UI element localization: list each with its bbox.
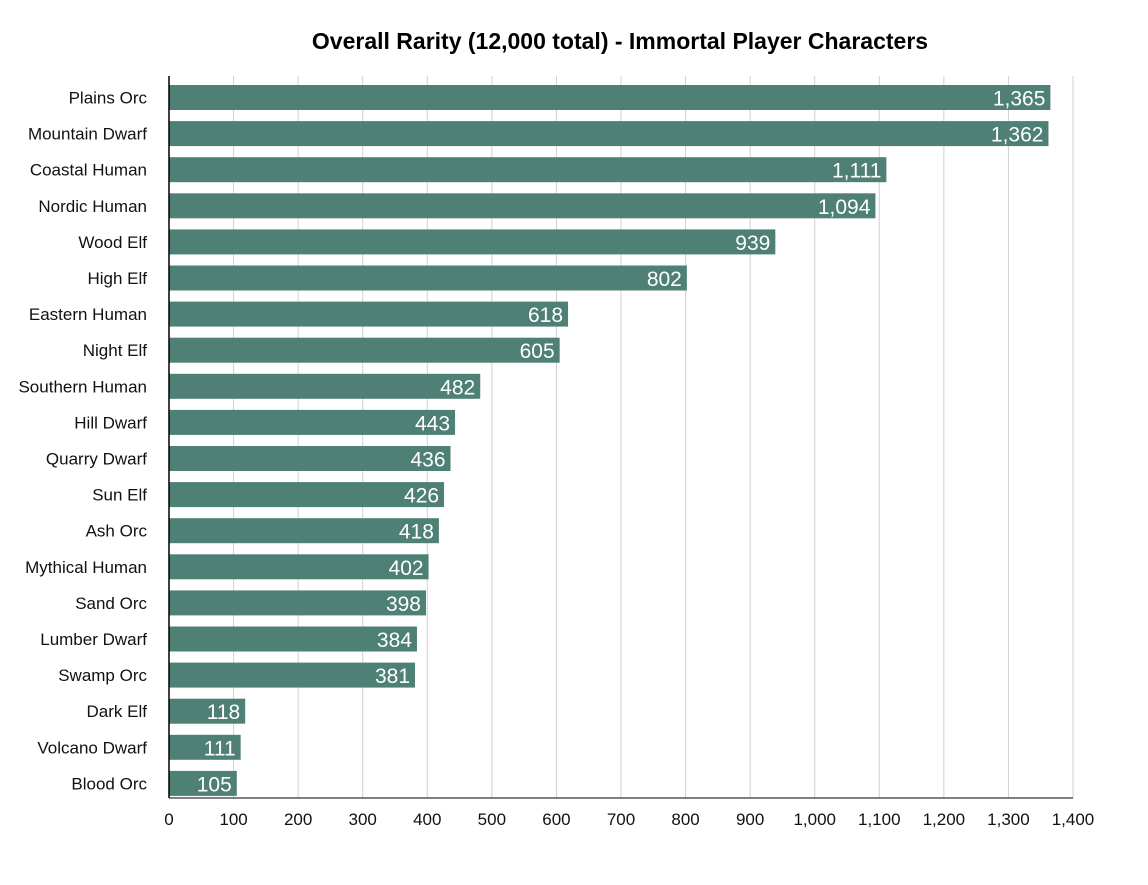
x-tick-label: 1,000 bbox=[793, 810, 836, 829]
category-label: Sand Orc bbox=[75, 594, 147, 613]
bar bbox=[169, 626, 417, 652]
category-label: Mountain Dwarf bbox=[28, 125, 147, 144]
bar bbox=[169, 373, 481, 399]
chart-title: Overall Rarity (12,000 total) - Immortal… bbox=[311, 28, 929, 54]
x-tick-label: 0 bbox=[164, 810, 173, 829]
x-tick-label: 300 bbox=[349, 810, 377, 829]
x-tick-label: 500 bbox=[478, 810, 506, 829]
bar bbox=[169, 482, 445, 508]
data-label: 1,362 bbox=[991, 124, 1044, 147]
bar bbox=[169, 554, 429, 580]
bar bbox=[169, 265, 687, 291]
x-tick-label: 800 bbox=[671, 810, 699, 829]
bar bbox=[169, 157, 887, 183]
x-tick-label: 100 bbox=[219, 810, 247, 829]
category-label: Dark Elf bbox=[87, 702, 148, 721]
data-label: 418 bbox=[399, 521, 434, 544]
category-label: High Elf bbox=[87, 269, 147, 288]
bar bbox=[169, 193, 876, 219]
x-tick-label: 900 bbox=[736, 810, 764, 829]
bar bbox=[169, 337, 560, 363]
x-tick-label: 1,400 bbox=[1052, 810, 1095, 829]
data-label: 802 bbox=[647, 268, 682, 291]
category-label: Volcano Dwarf bbox=[37, 738, 147, 757]
category-label: Southern Human bbox=[18, 377, 147, 396]
bar bbox=[169, 85, 1051, 110]
data-label: 436 bbox=[410, 449, 445, 472]
data-label: 482 bbox=[440, 376, 475, 399]
data-label: 1,111 bbox=[832, 160, 881, 183]
category-label: Coastal Human bbox=[30, 161, 147, 180]
data-label: 426 bbox=[404, 485, 439, 508]
x-tick-label: 400 bbox=[413, 810, 441, 829]
x-tick-label: 1,200 bbox=[923, 810, 966, 829]
bar bbox=[169, 770, 237, 796]
data-label: 111 bbox=[204, 737, 236, 760]
bar bbox=[169, 518, 439, 544]
data-label: 939 bbox=[735, 232, 770, 255]
category-label: Eastern Human bbox=[29, 305, 147, 324]
bar bbox=[169, 121, 1049, 147]
data-label: 118 bbox=[207, 701, 240, 724]
category-label: Sun Elf bbox=[92, 486, 147, 505]
category-label: Lumber Dwarf bbox=[40, 630, 147, 649]
data-label: 384 bbox=[377, 629, 412, 652]
category-label: Plains Orc bbox=[69, 89, 148, 108]
category-label: Ash Orc bbox=[86, 522, 148, 541]
bar bbox=[169, 734, 241, 760]
category-label: Quarry Dwarf bbox=[46, 450, 147, 469]
x-tick-label: 700 bbox=[607, 810, 635, 829]
category-label: Blood Orc bbox=[71, 774, 147, 793]
data-label: 605 bbox=[520, 340, 555, 363]
category-label: Mythical Human bbox=[25, 558, 147, 577]
category-label: Night Elf bbox=[83, 341, 148, 360]
data-label: 443 bbox=[415, 412, 450, 435]
x-tick-label: 200 bbox=[284, 810, 312, 829]
data-label: 1,094 bbox=[818, 196, 871, 219]
bar bbox=[169, 301, 569, 327]
data-label: 402 bbox=[389, 557, 424, 580]
data-label: 105 bbox=[197, 773, 232, 796]
x-tick-label: 1,300 bbox=[987, 810, 1030, 829]
x-tick-label: 1,100 bbox=[858, 810, 901, 829]
bar bbox=[169, 446, 451, 471]
bar bbox=[169, 698, 246, 724]
data-label: 618 bbox=[528, 304, 563, 327]
category-label: Nordic Human bbox=[38, 197, 147, 216]
x-tick-label: 600 bbox=[542, 810, 570, 829]
category-label: Wood Elf bbox=[78, 233, 147, 252]
data-label: 1,365 bbox=[993, 88, 1046, 111]
bar bbox=[169, 662, 416, 688]
bar bbox=[169, 590, 426, 616]
bar bbox=[169, 229, 776, 255]
data-label: 381 bbox=[375, 665, 410, 688]
bar bbox=[169, 409, 456, 435]
category-label: Hill Dwarf bbox=[74, 413, 147, 432]
category-label: Swamp Orc bbox=[58, 666, 147, 685]
data-label: 398 bbox=[386, 593, 421, 616]
